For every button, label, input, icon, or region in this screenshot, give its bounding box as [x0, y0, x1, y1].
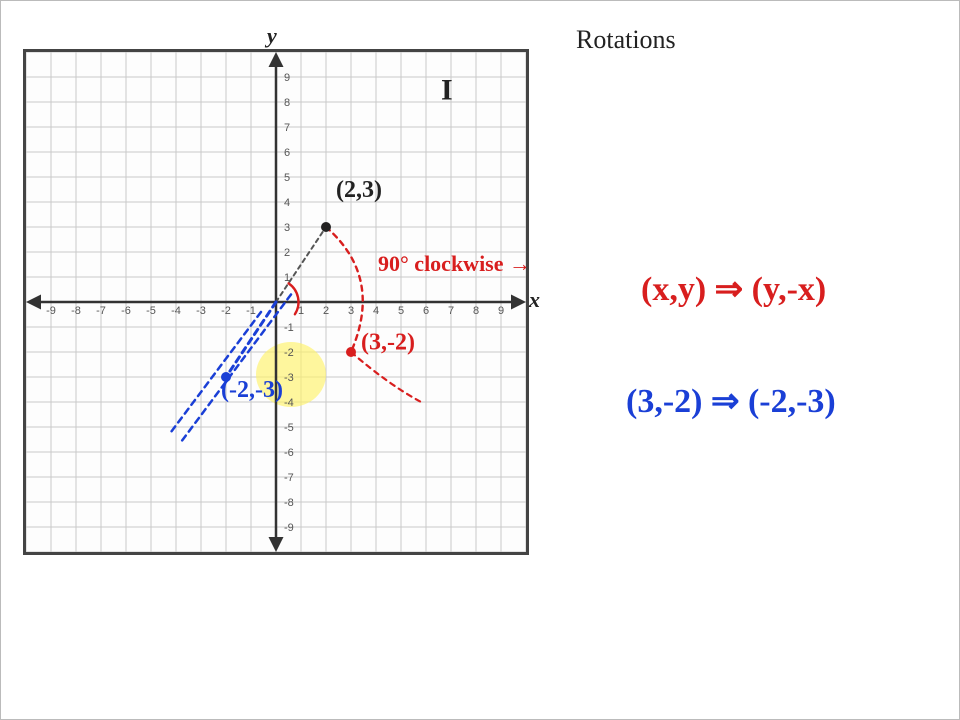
svg-text:-4: -4	[284, 397, 294, 409]
grid-svg: -9-9-8-8-7-7-6-6-5-5-4-4-3-3-2-2-1-11122…	[26, 52, 526, 552]
svg-text:3: 3	[284, 222, 290, 234]
svg-text:3: 3	[348, 305, 354, 317]
rule-annotation: (x,y) ⇒ (y,-x)	[641, 269, 826, 309]
svg-text:-8: -8	[71, 305, 81, 317]
svg-text:-5: -5	[284, 422, 294, 434]
svg-text:-8: -8	[284, 497, 294, 509]
svg-text:7: 7	[284, 122, 290, 134]
svg-text:-7: -7	[96, 305, 106, 317]
svg-text:4: 4	[373, 305, 379, 317]
svg-text:5: 5	[398, 305, 404, 317]
svg-text:9: 9	[284, 72, 290, 84]
svg-text:5: 5	[284, 172, 290, 184]
svg-text:4: 4	[284, 197, 290, 209]
svg-text:8: 8	[473, 305, 479, 317]
svg-text:2: 2	[323, 305, 329, 317]
page-title: Rotations	[576, 25, 676, 55]
svg-text:-1: -1	[246, 305, 256, 317]
svg-text:-4: -4	[171, 305, 181, 317]
svg-text:8: 8	[284, 97, 290, 109]
page: { "title": "Rotations", "title_pos": { "…	[0, 0, 960, 720]
svg-text:(2,3): (2,3)	[336, 177, 382, 203]
svg-text:-9: -9	[284, 522, 294, 534]
coordinate-grid: -9-9-8-8-7-7-6-6-5-5-4-4-3-3-2-2-1-11122…	[23, 49, 529, 555]
example-annotation: (3,-2) ⇒ (-2,-3)	[626, 381, 836, 421]
svg-text:6: 6	[284, 147, 290, 159]
svg-text:-9: -9	[46, 305, 56, 317]
y-axis-label: y	[267, 23, 277, 49]
svg-text:-2: -2	[221, 305, 231, 317]
svg-text:(3,-2): (3,-2)	[361, 330, 415, 356]
x-axis-label: x	[529, 287, 540, 313]
svg-text:-3: -3	[196, 305, 206, 317]
svg-text:-6: -6	[121, 305, 131, 317]
svg-text:7: 7	[448, 305, 454, 317]
rotation-label: 90° clockwise →	[378, 251, 531, 277]
svg-text:-1: -1	[284, 322, 294, 334]
svg-text:-6: -6	[284, 447, 294, 459]
svg-text:-3: -3	[284, 372, 294, 384]
svg-text:-7: -7	[284, 472, 294, 484]
svg-text:2: 2	[284, 247, 290, 259]
svg-text:(-2,-3): (-2,-3)	[221, 377, 283, 403]
svg-text:-2: -2	[284, 347, 294, 359]
svg-text:I: I	[441, 74, 453, 107]
svg-text:9: 9	[498, 305, 504, 317]
svg-text:6: 6	[423, 305, 429, 317]
svg-text:-5: -5	[146, 305, 156, 317]
